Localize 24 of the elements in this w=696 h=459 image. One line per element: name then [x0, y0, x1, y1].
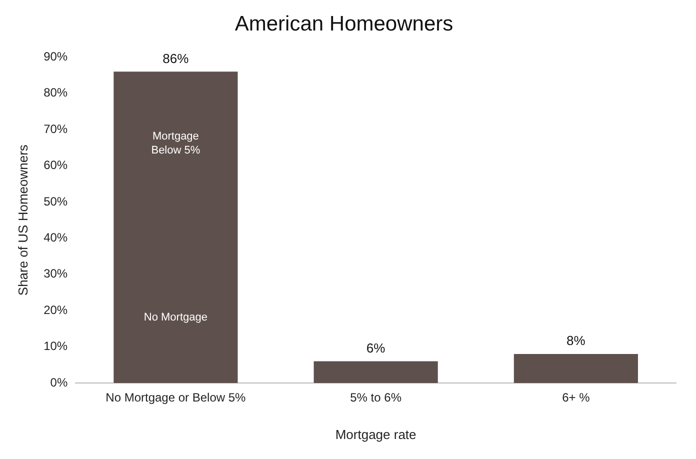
y-tick-label: 50%: [44, 194, 68, 208]
y-tick-label: 70%: [44, 122, 68, 136]
x-tick-label: No Mortgage or Below 5%: [106, 390, 246, 405]
annotation: Mortgage Below 5%: [151, 130, 200, 156]
x-tick-label: 6+ %: [562, 390, 590, 405]
y-tick-label: 60%: [44, 158, 68, 172]
y-tick-label: 40%: [44, 230, 68, 245]
x-tick-label: 5% to 6%: [350, 390, 402, 405]
y-tick-label: 0%: [50, 375, 68, 390]
x-axis-title: Mortgage rate: [335, 426, 416, 442]
y-tick-label: 10%: [44, 339, 68, 354]
y-tick-label: 90%: [44, 50, 68, 64]
annotation: No Mortgage: [144, 312, 208, 324]
y-axis-title: Share of US Homeowners: [15, 144, 30, 296]
data-label: 6%: [366, 340, 386, 356]
chart-title: American Homeowners: [234, 12, 454, 36]
y-tick-label: 20%: [44, 302, 68, 317]
data-label: 86%: [162, 50, 190, 66]
y-tick-label: 30%: [44, 266, 68, 281]
bar: [314, 361, 438, 383]
y-tick-label: 80%: [44, 86, 68, 100]
bar: [514, 354, 638, 383]
bar: [114, 72, 238, 383]
data-label: 8%: [566, 333, 586, 348]
